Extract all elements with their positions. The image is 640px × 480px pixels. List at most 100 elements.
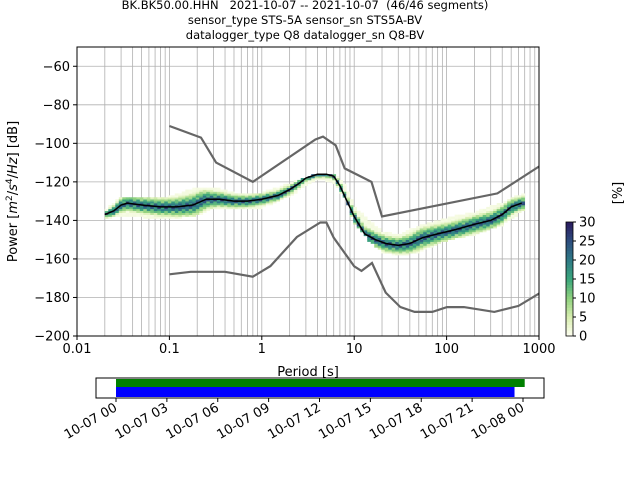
y-tick-label: −180 — [34, 291, 70, 306]
heatmap-cell — [500, 222, 504, 225]
colorbar-label: [%] — [611, 182, 626, 205]
heatmap-cell — [209, 193, 214, 196]
heatmap-cell — [398, 249, 403, 252]
heatmap-cell — [153, 206, 158, 210]
heatmap-cell — [461, 218, 466, 221]
heatmap-cell — [262, 201, 267, 204]
heatmap-cell — [185, 195, 190, 198]
heatmap-cell — [192, 201, 197, 204]
heatmap-cell — [423, 233, 428, 237]
heatmap-cell — [150, 214, 155, 217]
heatmap-cell — [503, 214, 508, 217]
heatmap-cell — [388, 245, 393, 248]
heatmap-cell — [472, 220, 477, 223]
heatmap-cell — [122, 206, 127, 210]
heatmap-cell — [479, 212, 483, 215]
heatmap-cell — [272, 193, 277, 196]
heatmap-cell — [360, 224, 365, 227]
heatmap-cell — [139, 197, 144, 200]
heatmap-cell — [405, 249, 410, 252]
heatmap-cell — [398, 241, 403, 244]
heatmap-cell — [108, 204, 113, 208]
heatmap-cell — [482, 212, 487, 215]
heatmap-cell — [444, 231, 449, 235]
heatmap-cell — [213, 203, 218, 206]
heatmap-cell — [416, 239, 421, 242]
heatmap-cell — [412, 247, 417, 250]
heatmap-cell — [349, 201, 354, 204]
heatmap-cell — [472, 231, 477, 235]
colorbar-segment — [566, 290, 573, 294]
heatmap-cell — [493, 206, 497, 210]
heatmap-cell — [171, 199, 176, 202]
heatmap-cell — [304, 181, 309, 185]
heatmap-cell — [482, 218, 487, 221]
heatmap-cell — [507, 201, 511, 204]
heatmap-cell — [489, 214, 494, 217]
heatmap-cell — [402, 245, 407, 248]
heatmap-cell — [241, 206, 246, 210]
heatmap-cell — [475, 230, 480, 233]
heatmap-cell — [521, 199, 525, 202]
heatmap-cell — [514, 197, 518, 200]
heatmap-cell — [195, 197, 200, 200]
heatmap-cell — [503, 212, 508, 215]
heatmap-cell — [381, 231, 386, 235]
heatmap-cell — [454, 235, 459, 239]
heatmap-cell — [416, 245, 421, 248]
heatmap-cell — [307, 178, 312, 181]
heatmap-cell — [514, 201, 518, 204]
heatmap-cell — [367, 233, 372, 237]
heatmap-cell — [489, 226, 494, 229]
heatmap-cell — [167, 210, 172, 213]
heatmap-cell — [283, 187, 288, 190]
heatmap-cell — [185, 191, 190, 194]
heatmap-cell — [136, 201, 141, 204]
heatmap-cell — [412, 230, 417, 233]
heatmap-cell — [160, 197, 165, 200]
heatmap-cell — [412, 237, 417, 240]
heatmap-cell — [360, 230, 365, 233]
heatmap-cell — [454, 214, 459, 217]
heatmap-cell — [458, 226, 463, 229]
heatmap-cell — [419, 239, 424, 242]
heatmap-cell — [475, 216, 480, 219]
heatmap-cell — [451, 218, 456, 221]
heatmap-cell — [381, 243, 386, 246]
heatmap-cell — [510, 197, 515, 200]
heatmap-cell — [122, 201, 127, 204]
heatmap-cell — [188, 189, 193, 192]
heatmap-cell — [255, 201, 260, 204]
heatmap-cell — [125, 208, 130, 212]
heatmap-cell — [118, 212, 123, 215]
heatmap-cell — [440, 230, 445, 233]
heatmap-cell — [146, 214, 151, 217]
colorbar-segment — [566, 273, 573, 277]
heatmap-cell — [185, 189, 190, 192]
heatmap-cell — [157, 197, 162, 200]
heatmap-cell — [342, 187, 347, 190]
heatmap-cell — [430, 224, 435, 227]
heatmap-cell — [104, 216, 109, 219]
heatmap-cell — [108, 216, 113, 219]
heatmap-cell — [349, 203, 354, 206]
heatmap-cell — [370, 226, 375, 229]
heatmap-cell — [426, 239, 431, 242]
heatmap-cell — [157, 206, 162, 210]
heatmap-cell — [360, 220, 365, 223]
heatmap-cell — [174, 204, 179, 208]
colorbar-segment — [566, 327, 573, 331]
heatmap-cell — [496, 203, 501, 206]
heatmap-cell — [178, 201, 183, 204]
heatmap-cell — [202, 189, 207, 192]
heatmap-cell — [153, 201, 158, 204]
heatmap-cell — [146, 208, 151, 212]
heatmap-cell — [157, 201, 162, 204]
heatmap-cell — [510, 206, 515, 210]
heatmap-cell — [377, 230, 382, 233]
heatmap-cell — [213, 189, 218, 192]
heatmap-cell — [195, 208, 200, 212]
heatmap-cell — [451, 228, 456, 231]
heatmap-cell — [213, 206, 218, 210]
heatmap-cell — [454, 230, 459, 233]
